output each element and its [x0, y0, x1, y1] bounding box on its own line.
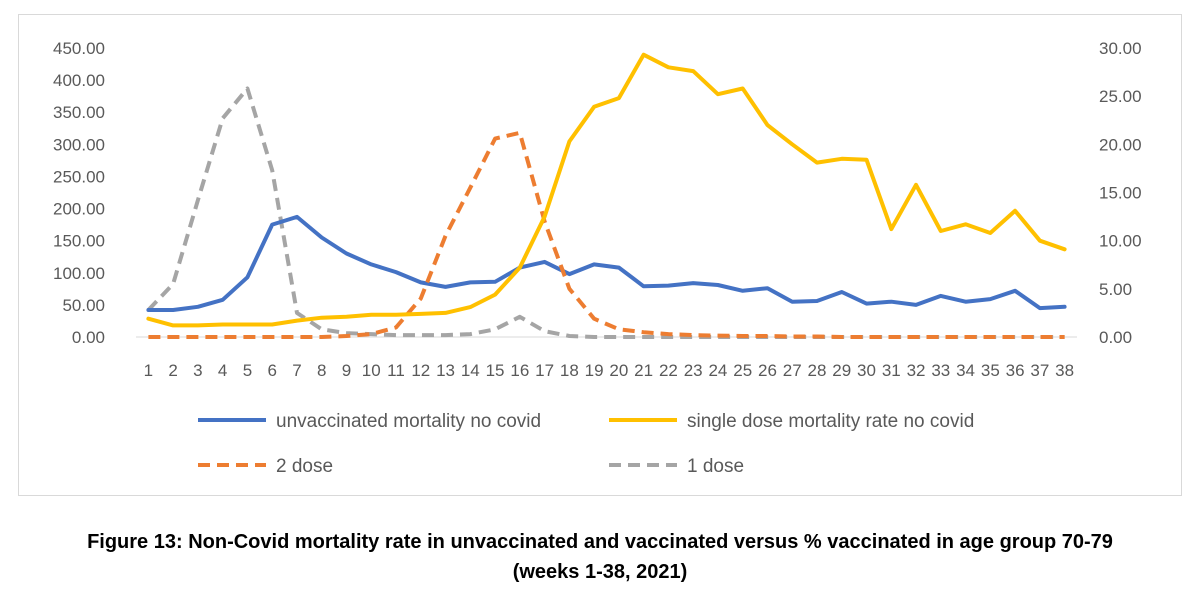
- chart-frame: 0.00 50.00 100.00 150.00 200.00 250.00 300.00 3…: [18, 14, 1182, 496]
- x-tick-label: 21: [634, 361, 653, 380]
- x-tick-label: 22: [659, 361, 678, 380]
- x-tick-label: 30: [857, 361, 876, 380]
- x-tick-label: 29: [832, 361, 851, 380]
- series-layer: [146, 52, 1067, 339]
- left-tick-label: 350.00: [53, 103, 105, 122]
- x-tick-label: 10: [362, 361, 381, 380]
- series-line-unvaccinated-mortality-no-covid: [146, 214, 1067, 312]
- left-tick-label: 150.00: [53, 232, 105, 251]
- left-tick-label: 250.00: [53, 167, 105, 186]
- x-tick-label: 13: [436, 361, 455, 380]
- x-tick-label: 5: [243, 361, 252, 380]
- x-tick-label: 11: [387, 361, 405, 380]
- series-line-single-dose-mortality-rate-no-covid: [146, 52, 1067, 328]
- right-tick-label: 15.00: [1099, 184, 1142, 203]
- caption-line-2: (weeks 1-38, 2021): [512, 561, 688, 583]
- x-tick-label: 32: [907, 361, 926, 380]
- x-tick-label: 26: [758, 361, 777, 380]
- right-tick-label: 25.00: [1099, 87, 1142, 106]
- legend-label: 1 dose: [687, 456, 744, 477]
- x-tick-label: 27: [783, 361, 802, 380]
- x-tick-label: 33: [931, 361, 950, 380]
- legend-label: 2 dose: [276, 456, 333, 477]
- left-tick-label: 0.00: [72, 328, 105, 347]
- x-tick-label: 4: [218, 361, 227, 380]
- x-tick-label: 15: [486, 361, 505, 380]
- left-tick-label: 200.00: [53, 200, 105, 219]
- right-axis-ticks: 0.00 5.00 10.00 15.00 20.00 25.00 30.00: [1099, 39, 1142, 347]
- x-tick-label: 25: [733, 361, 752, 380]
- x-tick-label: 7: [292, 361, 301, 380]
- x-tick-label: 37: [1030, 361, 1049, 380]
- series-line-2-dose: [148, 130, 1065, 339]
- x-tick-label: 8: [317, 361, 326, 380]
- x-tick-label: 9: [342, 361, 351, 380]
- x-tick-label: 1: [144, 361, 153, 380]
- x-tick-label: 2: [168, 361, 177, 380]
- x-tick-label: 17: [535, 361, 554, 380]
- left-tick-label: 50.00: [62, 296, 105, 315]
- right-tick-label: 10.00: [1099, 232, 1142, 251]
- legend: unvaccinated mortality no covid single do…: [198, 411, 974, 477]
- figure-caption: Figure 13: Non-Covid mortality rate in u…: [0, 527, 1200, 587]
- x-tick-label: 31: [882, 361, 901, 380]
- x-tick-label: 6: [267, 361, 276, 380]
- left-axis-ticks: 0.00 50.00 100.00 150.00 200.00 250.00 300.00 3…: [53, 39, 105, 347]
- left-tick-label: 100.00: [53, 264, 105, 283]
- left-tick-label: 300.00: [53, 135, 105, 154]
- right-tick-label: 30.00: [1099, 39, 1142, 58]
- x-tick-label: 23: [684, 361, 703, 380]
- right-tick-label: 5.00: [1099, 280, 1132, 299]
- right-tick-label: 20.00: [1099, 135, 1142, 154]
- legend-label: single dose mortality rate no covid: [687, 411, 974, 432]
- x-tick-label: 24: [708, 361, 727, 380]
- x-tick-label: 12: [411, 361, 430, 380]
- x-tick-label: 36: [1006, 361, 1025, 380]
- caption-line-1: Figure 13: Non-Covid mortality rate in u…: [87, 531, 1113, 553]
- x-tick-label: 28: [808, 361, 827, 380]
- x-tick-label: 34: [956, 361, 975, 380]
- x-tick-label: 14: [461, 361, 480, 380]
- right-tick-label: 0.00: [1099, 328, 1132, 347]
- x-tick-label: 38: [1055, 361, 1074, 380]
- x-tick-label: 18: [560, 361, 579, 380]
- left-tick-label: 450.00: [53, 39, 105, 58]
- x-tick-label: 20: [609, 361, 628, 380]
- line-chart: 0.0050.00100.00150.00200.00250.00300.003…: [53, 39, 1142, 477]
- x-tick-label: 35: [981, 361, 1000, 380]
- left-tick-label: 400.00: [53, 71, 105, 90]
- x-tick-label: 16: [510, 361, 529, 380]
- x-tick-label: 3: [193, 361, 202, 380]
- x-axis-ticks: 1 2 3 4 5 6 7 8 9 10 11 12 13 14 15 16 17 18 19 20 21 22 23 24 2…: [144, 361, 1074, 380]
- legend-label: unvaccinated mortality no covid: [276, 411, 541, 432]
- x-tick-label: 19: [585, 361, 604, 380]
